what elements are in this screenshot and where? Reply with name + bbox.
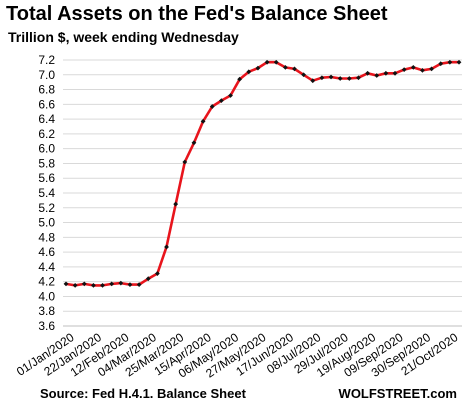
y-tick-label: 7.2 [38, 53, 55, 67]
data-point [63, 281, 69, 287]
data-point [273, 59, 279, 65]
data-point [246, 69, 252, 75]
chart-title: Total Assets on the Fed's Balance Sheet [6, 3, 388, 25]
data-point [447, 59, 453, 65]
data-point [310, 78, 316, 84]
data-point [264, 59, 270, 65]
brand-label: WOLFSTREET.com [338, 386, 457, 401]
y-tick-label: 4.0 [38, 289, 55, 303]
data-point [337, 76, 343, 81]
data-point [72, 282, 78, 288]
data-point [365, 70, 371, 76]
y-tick-label: 4.2 [38, 275, 55, 289]
data-point [218, 98, 224, 104]
data-point [456, 59, 462, 65]
data-point [438, 61, 444, 67]
data-point [429, 66, 434, 72]
data-point [145, 276, 151, 282]
data-point [154, 271, 160, 276]
data-point [136, 282, 142, 288]
y-tick-label: 6.0 [38, 142, 55, 156]
data-point [319, 75, 325, 81]
data-point [182, 159, 188, 165]
data-point [392, 70, 398, 76]
y-tick-label: 6.6 [38, 97, 55, 111]
data-point [328, 74, 334, 80]
y-tick-label: 5.4 [38, 186, 55, 200]
data-point [173, 201, 179, 207]
data-point [356, 75, 361, 81]
data-point [401, 67, 407, 73]
y-axis-tick-labels: 3.63.84.04.24.44.64.85.05.25.45.65.86.06… [38, 53, 55, 333]
y-tick-label: 5.8 [38, 156, 55, 170]
chart-subtitle: Trillion $, week ending Wednesday [8, 29, 239, 45]
data-point [420, 67, 425, 73]
y-tick-label: 4.8 [38, 230, 55, 244]
data-point [164, 244, 169, 250]
gridlines [63, 59, 462, 312]
data-point [301, 72, 307, 78]
data-point [109, 281, 115, 287]
y-tick-label: 3.8 [38, 304, 55, 318]
y-tick-label: 4.6 [38, 245, 55, 259]
data-point [346, 76, 352, 81]
y-tick-label: 6.4 [38, 112, 55, 126]
data-point [127, 282, 133, 288]
y-tick-label: 7.0 [38, 68, 55, 82]
data-point [383, 70, 389, 76]
y-tick-label: 6.2 [38, 127, 55, 141]
y-tick-label: 4.4 [38, 260, 55, 274]
data-point [374, 73, 380, 78]
data-point [228, 93, 233, 98]
data-points [63, 59, 462, 288]
data-point [100, 282, 105, 288]
data-point [255, 65, 261, 71]
x-axis-tick-labels: 01/Jan/202022/Jan/202012/Feb/202004/Mar/… [14, 330, 461, 380]
data-point [209, 104, 215, 109]
y-tick-label: 5.6 [38, 171, 55, 185]
y-tick-label: 3.6 [38, 319, 55, 333]
data-point [292, 66, 297, 72]
data-point [191, 140, 197, 146]
data-point [410, 64, 416, 70]
y-tick-label: 5.2 [38, 201, 55, 215]
data-point [118, 280, 124, 286]
data-point [237, 76, 243, 82]
data-point [200, 118, 206, 124]
data-point [81, 281, 87, 287]
y-tick-label: 6.8 [38, 83, 55, 97]
source-note: Source: Fed H.4.1. Balance Sheet [40, 386, 246, 401]
y-tick-label: 5.0 [38, 216, 55, 230]
data-point [282, 64, 288, 70]
data-point [91, 282, 96, 288]
line-chart: 3.63.84.04.24.44.64.85.05.25.45.65.86.06… [14, 53, 462, 380]
